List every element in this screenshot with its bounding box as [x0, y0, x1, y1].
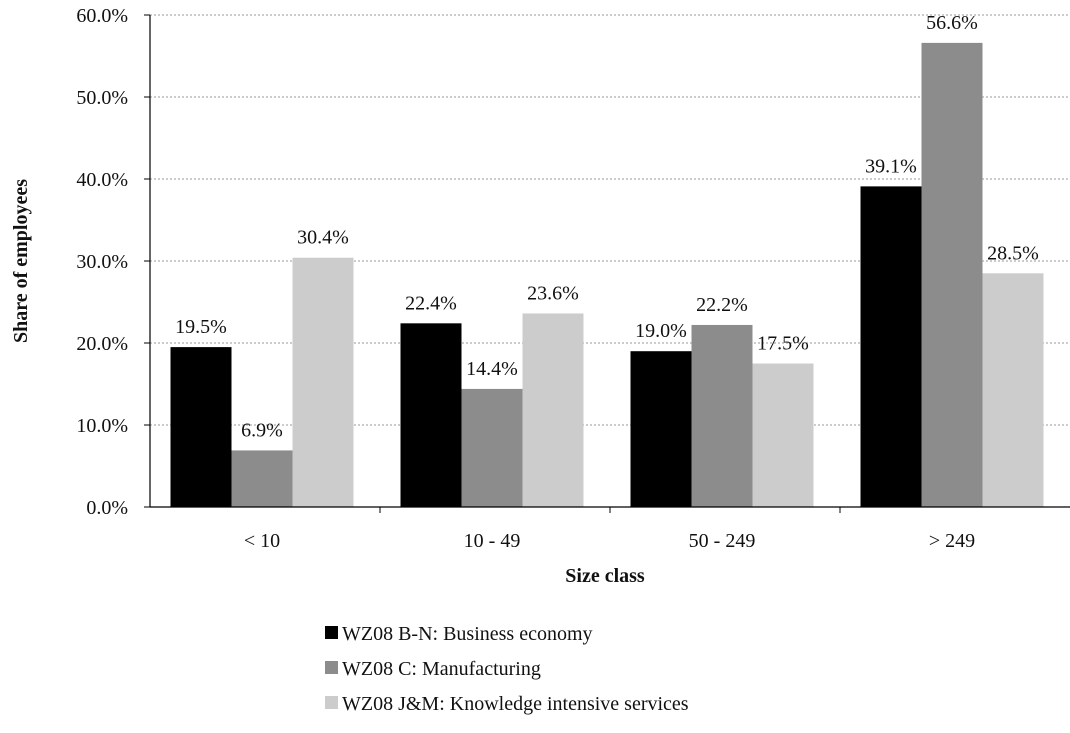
legend-swatch — [325, 661, 338, 674]
x-tick-label: > 249 — [929, 530, 975, 552]
y-tick-label: 60.0% — [76, 5, 128, 27]
bar — [752, 363, 814, 507]
bar-value-label: 23.6% — [527, 282, 579, 304]
bar-value-label: 19.0% — [635, 320, 687, 342]
bar — [292, 257, 354, 507]
y-axis-title: Share of employees — [10, 179, 32, 343]
bar — [982, 273, 1044, 507]
bar — [461, 388, 523, 507]
bar-value-label: 30.4% — [297, 227, 349, 249]
bar — [231, 450, 293, 507]
bar — [170, 347, 232, 507]
x-axis-title: Size class — [565, 565, 645, 587]
legend-label: WZ08 B-N: Business economy — [342, 623, 593, 645]
y-tick-label: 50.0% — [76, 87, 128, 109]
bar-value-label: 28.5% — [987, 242, 1039, 264]
bar-value-label: 19.5% — [175, 316, 227, 338]
bar-value-label: 6.9% — [241, 419, 283, 441]
y-tick-label: 20.0% — [76, 333, 128, 355]
bars — [170, 42, 1044, 507]
legend-swatch — [325, 696, 338, 709]
bar-value-label: 22.4% — [405, 292, 457, 314]
bar — [400, 323, 462, 507]
legend-label: WZ08 C: Manufacturing — [342, 658, 541, 680]
y-tick-label: 30.0% — [76, 251, 128, 273]
x-tick-label: 10 - 49 — [464, 530, 521, 552]
bar-value-label: 14.4% — [466, 358, 518, 380]
legend: WZ08 B-N: Business economy WZ08 C: Manufa… — [325, 623, 689, 715]
y-tick-label: 40.0% — [76, 169, 128, 191]
x-tick-label: 50 - 249 — [689, 530, 756, 552]
bar — [522, 313, 584, 507]
data-labels: 19.5% 6.9% 30.4% 22.4% 14.4% 23.6% 19.0% 22.2% 1… — [175, 12, 1039, 442]
y-tick-label: 10.0% — [76, 415, 128, 437]
legend-swatch — [325, 626, 338, 639]
bar — [921, 42, 983, 507]
axes: 0.0% 10.0% 20.0% 30.0% 40.0% 50.0% 60.0% < 10 10… — [76, 5, 1070, 552]
bar-value-label: 22.2% — [696, 294, 748, 316]
bar-value-label: 17.5% — [757, 333, 809, 355]
legend-label: WZ08 J&M: Knowledge intensive services — [342, 693, 689, 715]
x-tick-label: < 10 — [244, 530, 280, 552]
bar-value-label: 39.1% — [865, 155, 917, 177]
bar — [630, 351, 692, 507]
bar-value-label: 56.6% — [926, 12, 978, 34]
bar — [691, 324, 753, 507]
bar — [860, 186, 922, 507]
y-tick-label: 0.0% — [86, 497, 128, 519]
